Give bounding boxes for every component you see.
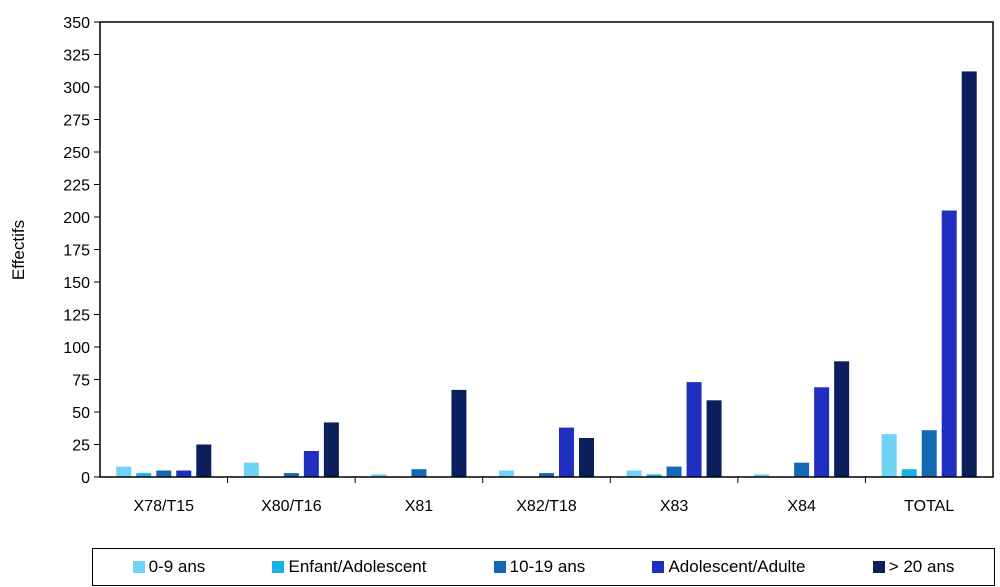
bar xyxy=(156,470,172,477)
bar xyxy=(196,444,212,477)
y-tick-label: 250 xyxy=(63,145,90,162)
legend-swatch xyxy=(872,561,885,573)
bar xyxy=(371,474,387,477)
bars xyxy=(116,71,977,478)
x-tick-label: X80/T16 xyxy=(261,498,322,515)
bar xyxy=(176,470,192,477)
bar xyxy=(116,466,132,477)
bar xyxy=(579,438,594,477)
legend-item: Adolescent/Adulte xyxy=(652,557,806,577)
y-tick-label: 100 xyxy=(63,340,90,357)
y-tick-label: 325 xyxy=(63,48,90,65)
y-axis-title: Effectifs xyxy=(9,220,28,280)
legend-label: 0-9 ans xyxy=(148,557,206,576)
bar-chart: 0 25 50 75 100 125 150 175 200 225 250 275 300 325 350… xyxy=(9,15,994,515)
x-tick-label: X84 xyxy=(787,498,816,515)
y-tick-label: 125 xyxy=(63,308,90,325)
y-tick-label: 50 xyxy=(72,405,90,422)
x-tick-label: X83 xyxy=(660,498,689,515)
bar xyxy=(706,400,722,477)
bar xyxy=(411,469,427,477)
legend-swatch xyxy=(132,561,145,573)
x-tick-label: TOTAL xyxy=(904,498,954,515)
bar xyxy=(686,382,702,477)
legend-label: Enfant/Adolescent xyxy=(288,557,427,576)
y-tick-label: 200 xyxy=(63,210,90,227)
bar xyxy=(961,71,977,478)
legend-item: 0-9 ans xyxy=(132,557,206,577)
y-tick-label: 275 xyxy=(63,113,90,130)
x-tick-label: X81 xyxy=(405,498,434,515)
y-tick-label: 225 xyxy=(63,178,90,195)
bar xyxy=(794,462,810,477)
x-tick-label: X82/T18 xyxy=(516,498,577,515)
bar xyxy=(881,434,897,477)
bar xyxy=(626,470,642,477)
bar xyxy=(921,430,937,477)
legend-swatch xyxy=(272,561,285,573)
bar xyxy=(754,474,770,477)
legend-item: 10-19 ans xyxy=(493,557,586,577)
bar xyxy=(834,361,850,477)
y-tick-label: 75 xyxy=(72,373,90,390)
y-tick-label: 0 xyxy=(81,470,90,487)
bar xyxy=(136,473,152,477)
y-tick-label: 350 xyxy=(63,15,90,32)
legend-swatch xyxy=(493,561,506,573)
legend-swatch xyxy=(652,561,665,573)
bar xyxy=(539,473,554,477)
y-tick-label: 25 xyxy=(72,438,90,455)
x-axis-ticks: X78/T15 X80/T16 X81 X82/T18 X83 X84 TOTAL xyxy=(134,477,954,515)
bar xyxy=(941,210,957,477)
plot-area-frame xyxy=(99,21,994,478)
bar xyxy=(283,473,299,477)
y-tick-label: 300 xyxy=(63,80,90,97)
y-tick-label: 150 xyxy=(63,275,90,292)
bar xyxy=(499,470,514,477)
legend-item: Enfant/Adolescent xyxy=(272,557,426,577)
y-axis-ticks: 0 25 50 75 100 125 150 175 200 225 250 275 300 325 350 xyxy=(63,15,100,487)
bar xyxy=(323,422,339,477)
legend: 0-9 ans Enfant/Adolescent 10-19 ans Adolesc… xyxy=(92,548,995,586)
bar xyxy=(559,427,574,477)
y-tick-label: 175 xyxy=(63,243,90,260)
x-tick-label: X78/T15 xyxy=(134,498,195,515)
legend-label: > 20 ans xyxy=(888,557,955,576)
bar xyxy=(451,389,467,477)
bar xyxy=(303,451,319,477)
bar xyxy=(814,387,830,477)
bar xyxy=(243,462,259,477)
legend-label: Adolescent/Adulte xyxy=(668,557,806,576)
legend-label: 10-19 ans xyxy=(509,557,586,576)
bar xyxy=(901,469,917,477)
legend-item: > 20 ans xyxy=(872,557,955,577)
bar xyxy=(646,474,662,477)
bar xyxy=(666,466,682,477)
